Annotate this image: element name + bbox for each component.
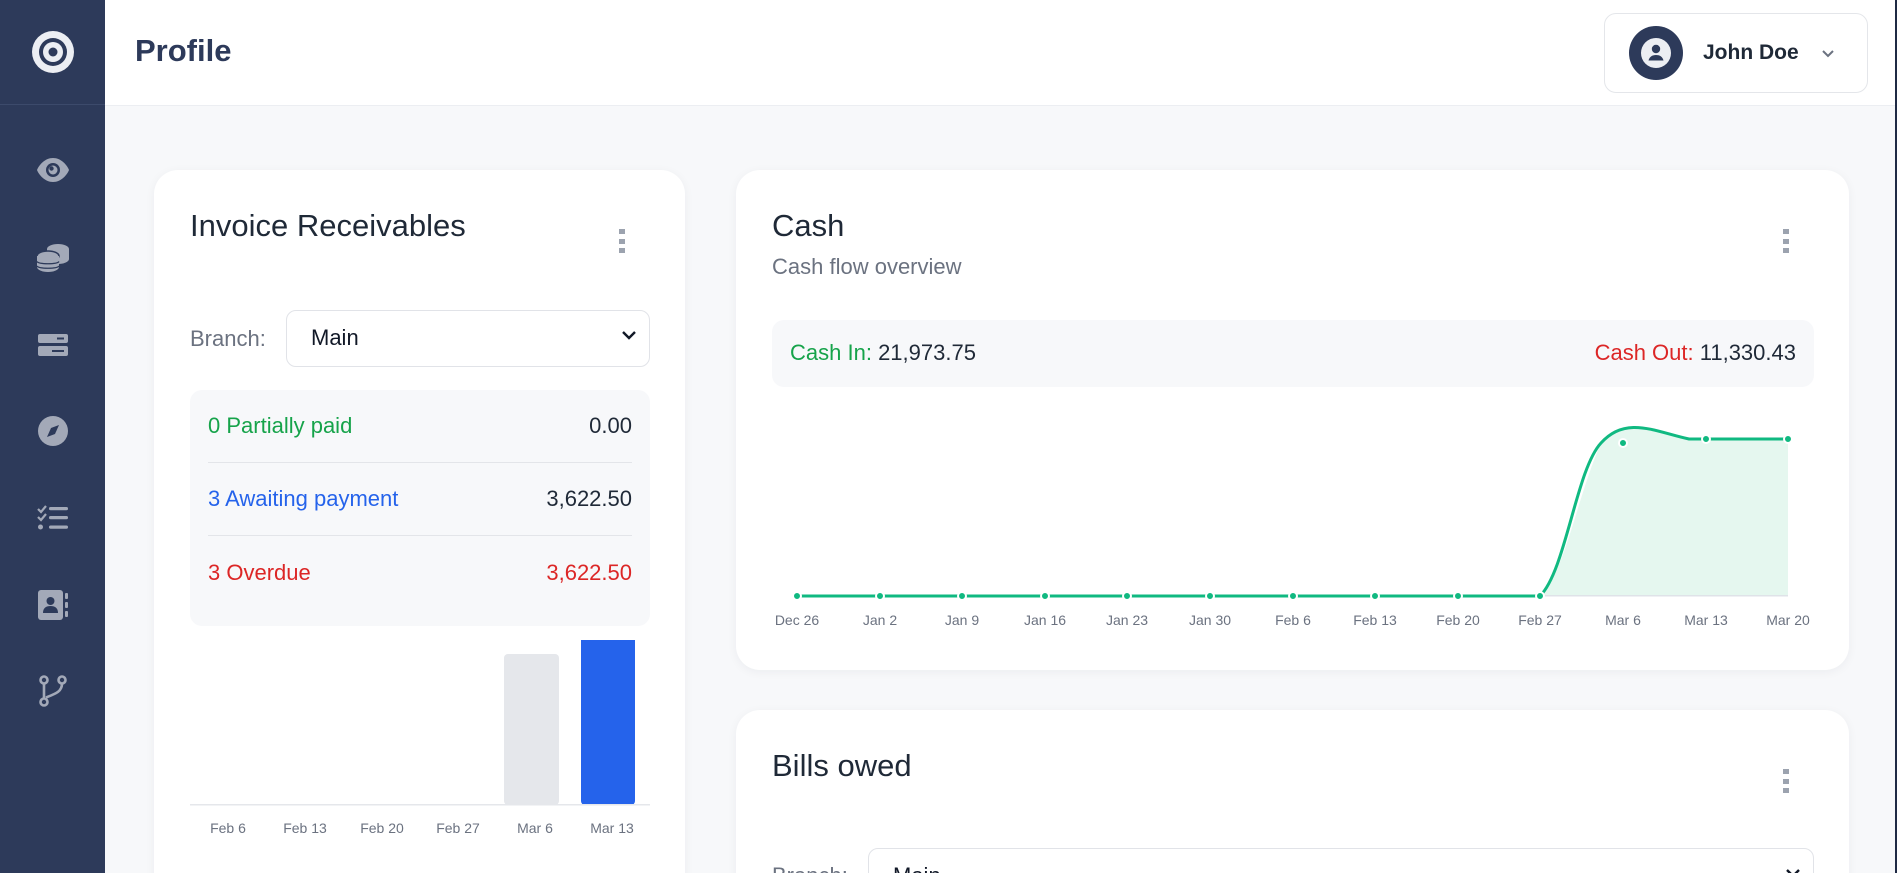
sidebar-item-finance[interactable] bbox=[0, 227, 105, 287]
x-tick-label: Mar 13 bbox=[1684, 612, 1728, 628]
x-tick-label: Jan 9 bbox=[944, 612, 980, 628]
x-tick-label: Mar 6 bbox=[1605, 612, 1641, 628]
card-title: Invoice Receivables bbox=[190, 208, 466, 243]
user-menu-button[interactable]: John Doe bbox=[1604, 13, 1868, 93]
coins-icon bbox=[35, 244, 69, 272]
cash-in-label: Cash In: bbox=[790, 340, 872, 365]
x-tick-label: Feb 20 bbox=[1436, 612, 1480, 628]
chevron-down-icon bbox=[1786, 869, 1800, 873]
kebab-menu-icon[interactable] bbox=[616, 229, 628, 253]
x-tick-label: Dec 26 bbox=[774, 612, 820, 628]
cash-out-label: Cash Out: bbox=[1594, 340, 1694, 365]
target-logo-icon bbox=[31, 31, 74, 73]
sidebar-item-explore[interactable] bbox=[0, 401, 105, 461]
bar-mar-6[interactable] bbox=[504, 654, 559, 805]
checklist-icon bbox=[36, 505, 68, 530]
bar-chart-plot bbox=[190, 633, 650, 806]
branch-select-value: Main bbox=[893, 863, 941, 873]
bills-owed-card: Bills owed Branch: Main bbox=[736, 710, 1849, 873]
status-row-overdue[interactable]: 3 Overdue 3,622.50 bbox=[208, 536, 632, 609]
page-title: Profile bbox=[135, 33, 232, 68]
bar-mar-13[interactable] bbox=[581, 633, 635, 805]
logo[interactable] bbox=[0, 0, 105, 105]
branch-select[interactable]: Main bbox=[868, 848, 1814, 873]
x-tick-label: Jan 2 bbox=[862, 612, 898, 628]
kebab-menu-icon[interactable] bbox=[1780, 769, 1792, 793]
status-row-awaiting-payment[interactable]: 3 Awaiting payment 3,622.50 bbox=[208, 463, 632, 536]
status-amount: 3,622.50 bbox=[546, 559, 632, 585]
branch-label: Branch: bbox=[190, 326, 266, 351]
cash-out-value: 11,330.43 bbox=[1699, 340, 1796, 365]
status-label: 3 Overdue bbox=[208, 559, 311, 585]
git-branch-icon bbox=[38, 675, 67, 707]
cash-card: Cash Cash flow overview Cash In: 21,973.… bbox=[736, 170, 1849, 670]
invoice-bar-chart: Feb 6 Feb 13 Feb 20 Feb 27 Mar 6 Mar 13 bbox=[190, 633, 650, 840]
cash-line-chart bbox=[792, 426, 1793, 601]
card-title: Bills owed bbox=[772, 748, 912, 783]
sidebar-item-tasks[interactable] bbox=[0, 488, 105, 548]
branch-label: Branch: bbox=[772, 863, 848, 873]
user-circle-icon bbox=[1641, 38, 1671, 68]
user-name: John Doe bbox=[1703, 41, 1799, 64]
status-amount: 0.00 bbox=[589, 413, 632, 438]
invoice-status-summary: 0 Partially paid 0.00 3 Awaiting payment… bbox=[190, 390, 650, 626]
sidebar-item-branches[interactable] bbox=[0, 661, 105, 721]
card-subtitle: Cash flow overview bbox=[772, 254, 962, 279]
x-tick-label: Jan 16 bbox=[1023, 612, 1067, 628]
x-tick-label: Feb 20 bbox=[360, 820, 404, 836]
x-tick-label: Feb 27 bbox=[436, 820, 480, 836]
branch-select[interactable]: Main bbox=[286, 310, 650, 367]
status-row-partially-paid[interactable]: 0 Partially paid 0.00 bbox=[208, 390, 632, 463]
eye-icon bbox=[36, 158, 69, 182]
kebab-menu-icon[interactable] bbox=[1780, 229, 1792, 253]
x-tick-label: Jan 30 bbox=[1188, 612, 1232, 628]
x-tick-label: Jan 23 bbox=[1105, 612, 1149, 628]
x-tick-label: Mar 13 bbox=[590, 820, 634, 836]
cash-out: Cash Out: 11,330.43 bbox=[1595, 340, 1796, 366]
status-amount: 3,622.50 bbox=[546, 486, 632, 511]
cash-in-value: 21,973.75 bbox=[878, 340, 976, 365]
card-title: Cash bbox=[772, 208, 845, 243]
x-tick-label: Feb 6 bbox=[210, 820, 246, 836]
top-header: Profile John Doe bbox=[105, 0, 1895, 106]
sidebar bbox=[0, 0, 105, 873]
x-tick-label: Feb 27 bbox=[1518, 612, 1562, 628]
chevron-down-icon bbox=[622, 331, 636, 340]
status-label: 3 Awaiting payment bbox=[208, 486, 399, 511]
x-tick-label: Feb 6 bbox=[1275, 612, 1311, 628]
branch-select-value: Main bbox=[311, 325, 359, 350]
x-tick-label: Feb 13 bbox=[283, 820, 327, 836]
cash-in: Cash In: 21,973.75 bbox=[790, 340, 976, 366]
sidebar-item-contacts[interactable] bbox=[0, 575, 105, 635]
x-tick-label: Mar 6 bbox=[517, 820, 553, 836]
sidebar-item-storage[interactable] bbox=[0, 315, 105, 375]
x-tick-label: Mar 20 bbox=[1766, 612, 1810, 628]
cash-summary: Cash In: 21,973.75 Cash Out: 11,330.43 bbox=[772, 320, 1814, 387]
avatar bbox=[1629, 26, 1683, 80]
sidebar-item-overview[interactable] bbox=[0, 140, 105, 200]
invoice-receivables-card: Invoice Receivables Branch: Main 0 Parti… bbox=[154, 170, 685, 873]
chevron-down-icon bbox=[1821, 49, 1834, 57]
x-tick-label: Feb 13 bbox=[1353, 612, 1397, 628]
compass-icon bbox=[37, 416, 68, 446]
address-book-icon bbox=[37, 590, 68, 620]
status-label: 0 Partially paid bbox=[208, 413, 353, 438]
server-icon bbox=[37, 334, 68, 356]
